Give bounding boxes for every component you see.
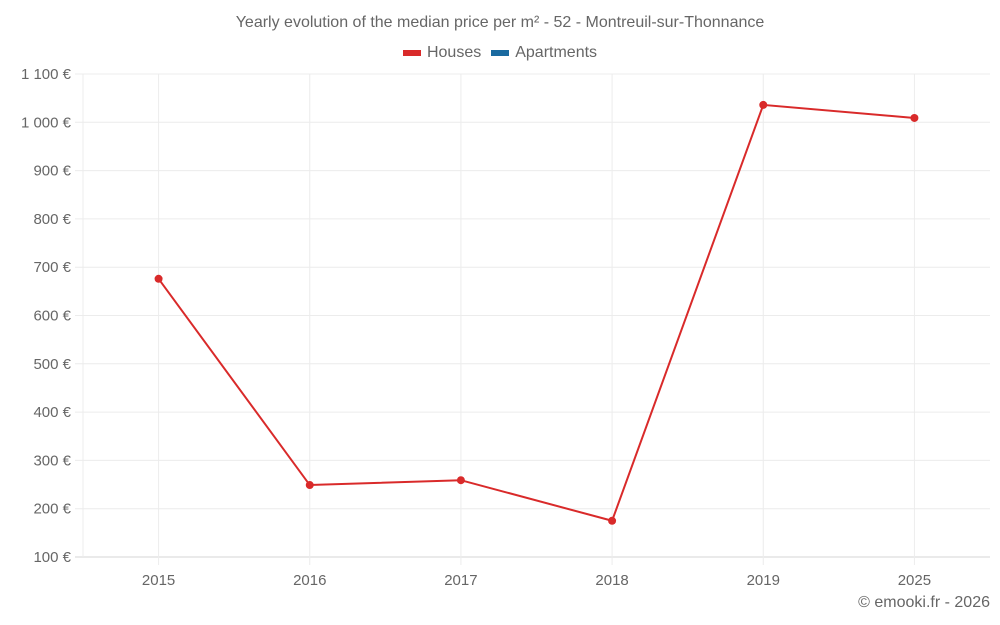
chart-title: Yearly evolution of the median price per… bbox=[235, 14, 765, 31]
y-tick-label: 800 € bbox=[33, 211, 71, 228]
data-point[interactable] bbox=[456, 476, 465, 485]
x-tick-label: 2018 bbox=[595, 572, 628, 589]
x-tick-label: 2017 bbox=[444, 572, 477, 589]
data-point[interactable] bbox=[910, 113, 919, 122]
y-tick-label: 600 € bbox=[33, 308, 71, 325]
legend: Houses Apartments bbox=[0, 44, 1000, 62]
y-tick-label: 100 € bbox=[33, 549, 71, 566]
x-tick-label: 2019 bbox=[747, 572, 780, 589]
x-tick-label: 2016 bbox=[293, 572, 326, 589]
series-line-houses bbox=[157, 103, 915, 522]
y-tick-label: 1 000 € bbox=[21, 114, 72, 131]
y-tick-label: 900 € bbox=[33, 163, 71, 180]
y-tick-label: 300 € bbox=[33, 452, 71, 469]
houses-swatch-icon bbox=[402, 50, 421, 56]
legend-label-apartments: Apartments bbox=[515, 44, 598, 61]
legend-item-apartments[interactable]: Apartments bbox=[491, 44, 597, 62]
data-point[interactable] bbox=[759, 100, 768, 109]
credit: © emooki.fr - 2026 bbox=[858, 594, 990, 611]
x-tick-label: 2015 bbox=[142, 572, 175, 589]
data-point[interactable] bbox=[608, 516, 617, 525]
y-tick-label: 1 100 € bbox=[21, 66, 72, 83]
legend-label-houses: Houses bbox=[426, 44, 482, 61]
legend-item-houses[interactable]: Houses bbox=[402, 44, 482, 62]
apartments-swatch-icon bbox=[491, 50, 510, 56]
x-tick-label: 2025 bbox=[898, 572, 931, 589]
y-tick-label: 500 € bbox=[33, 356, 71, 373]
y-tick-label: 700 € bbox=[33, 259, 71, 276]
data-point[interactable] bbox=[154, 274, 163, 283]
y-tick-label: 200 € bbox=[33, 501, 71, 518]
y-tick-label: 400 € bbox=[33, 404, 71, 421]
data-point[interactable] bbox=[305, 481, 314, 490]
